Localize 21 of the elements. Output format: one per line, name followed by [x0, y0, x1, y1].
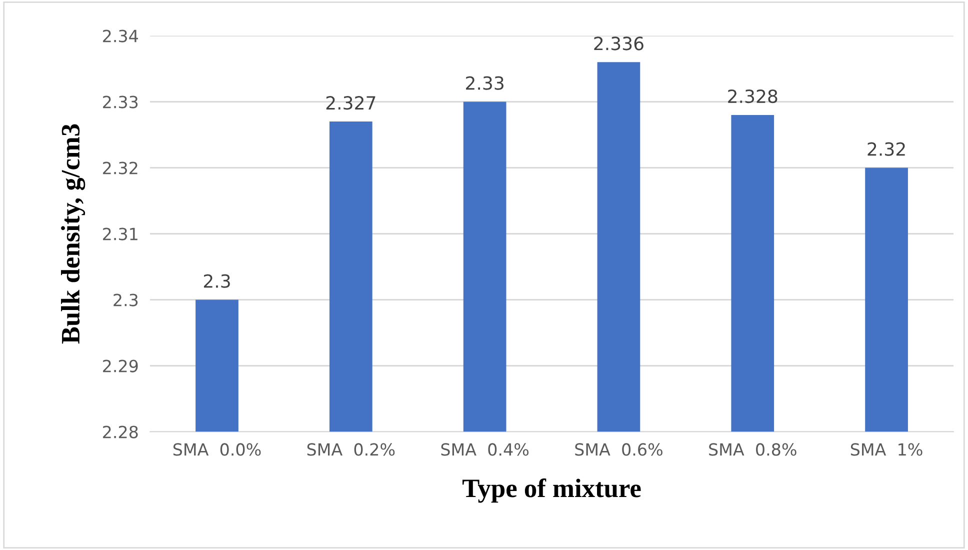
data-label: 2.327 [326, 96, 376, 110]
x-tick-label: SMA 1% [850, 443, 922, 456]
x-tick-label: SMA 0.2% [307, 443, 395, 456]
y-tick-label: 2.34 [103, 30, 138, 42]
data-label: 2.336 [594, 36, 644, 50]
y-tick-label: 2.33 [103, 96, 138, 108]
y-tick-label: 2.31 [103, 228, 138, 240]
x-tick-label: SMA 0.8% [709, 443, 796, 456]
x-tick-label: SMA 0.6% [575, 443, 662, 456]
data-label: 2.328 [728, 89, 778, 104]
x-tick-label: SMA 0.0% [173, 443, 261, 456]
y-tick-label: 2.28 [103, 426, 138, 438]
data-label: 2.32 [868, 142, 905, 156]
data-label: 2.33 [466, 76, 504, 90]
x-tick-label: SMA 0.4% [441, 443, 529, 456]
x-axis-title: Type of mixture [462, 478, 641, 503]
y-tick-label: 2.3 [114, 294, 138, 306]
y-tick-label: 2.32 [103, 162, 138, 174]
y-axis-title: Bulk density, g/cm3 [61, 124, 86, 344]
y-tick-label: 2.29 [103, 360, 138, 372]
data-label: 2.3 [204, 274, 230, 288]
